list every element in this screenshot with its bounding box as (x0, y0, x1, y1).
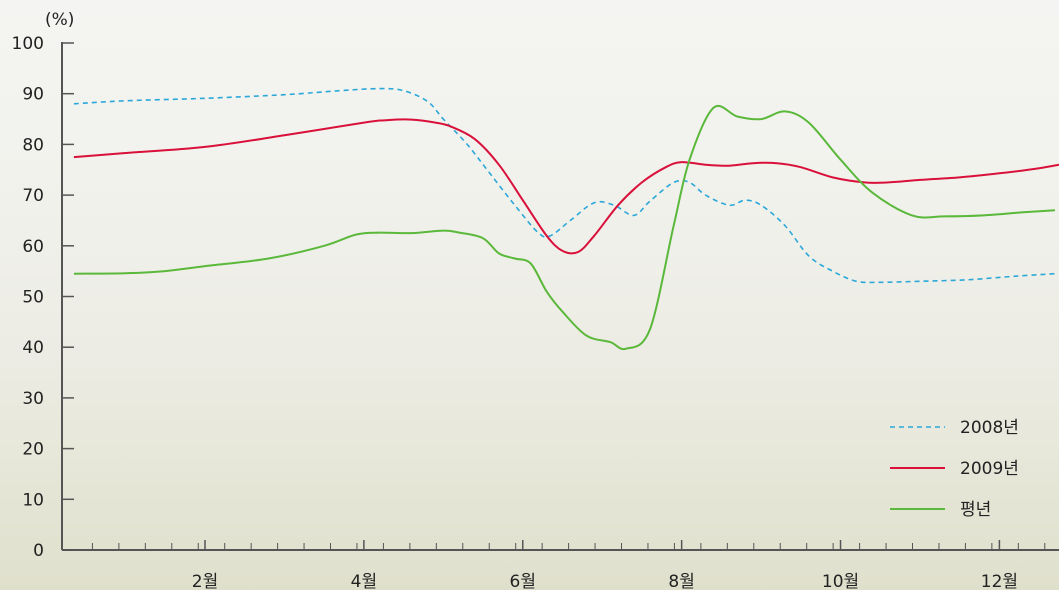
y-tick-label: 30 (22, 389, 44, 409)
x-tick-label: 12월 (981, 572, 1018, 590)
y-tick-label: 90 (22, 85, 44, 105)
x-tick-label: 10월 (822, 572, 859, 590)
legend-label-2: 2009년 (960, 459, 1019, 479)
y-tick-label: 80 (22, 135, 44, 155)
y-tick-label: 10 (22, 490, 44, 510)
y-tick-label: 100 (12, 34, 44, 54)
x-tick-label: 2월 (192, 572, 218, 590)
series-line-3 (73, 104, 1056, 351)
y-tick-label: 0 (33, 541, 44, 561)
y-tick-label: 60 (22, 237, 44, 257)
x-tick-label: 4월 (351, 572, 377, 590)
x-tick-label: 8월 (668, 572, 694, 590)
y-tick-label: 20 (22, 440, 44, 460)
series-lines (73, 87, 1059, 351)
x-tick-label: 6월 (510, 572, 536, 590)
legend-label-1: 2008년 (960, 418, 1019, 438)
series-line-2 (73, 118, 1059, 255)
y-unit-label: (%) (45, 10, 74, 30)
y-tick-label: 70 (22, 186, 44, 206)
legend-label-3: 평년 (960, 500, 991, 520)
y-tick-label: 40 (22, 338, 44, 358)
axes: 0 10 20 30 40 50 60 70 80 90 100(%) 2월 4월 6월 8월 10월 12월 (12, 10, 1059, 590)
y-tick-label: 50 (22, 288, 44, 308)
series-line-1 (73, 87, 1056, 284)
